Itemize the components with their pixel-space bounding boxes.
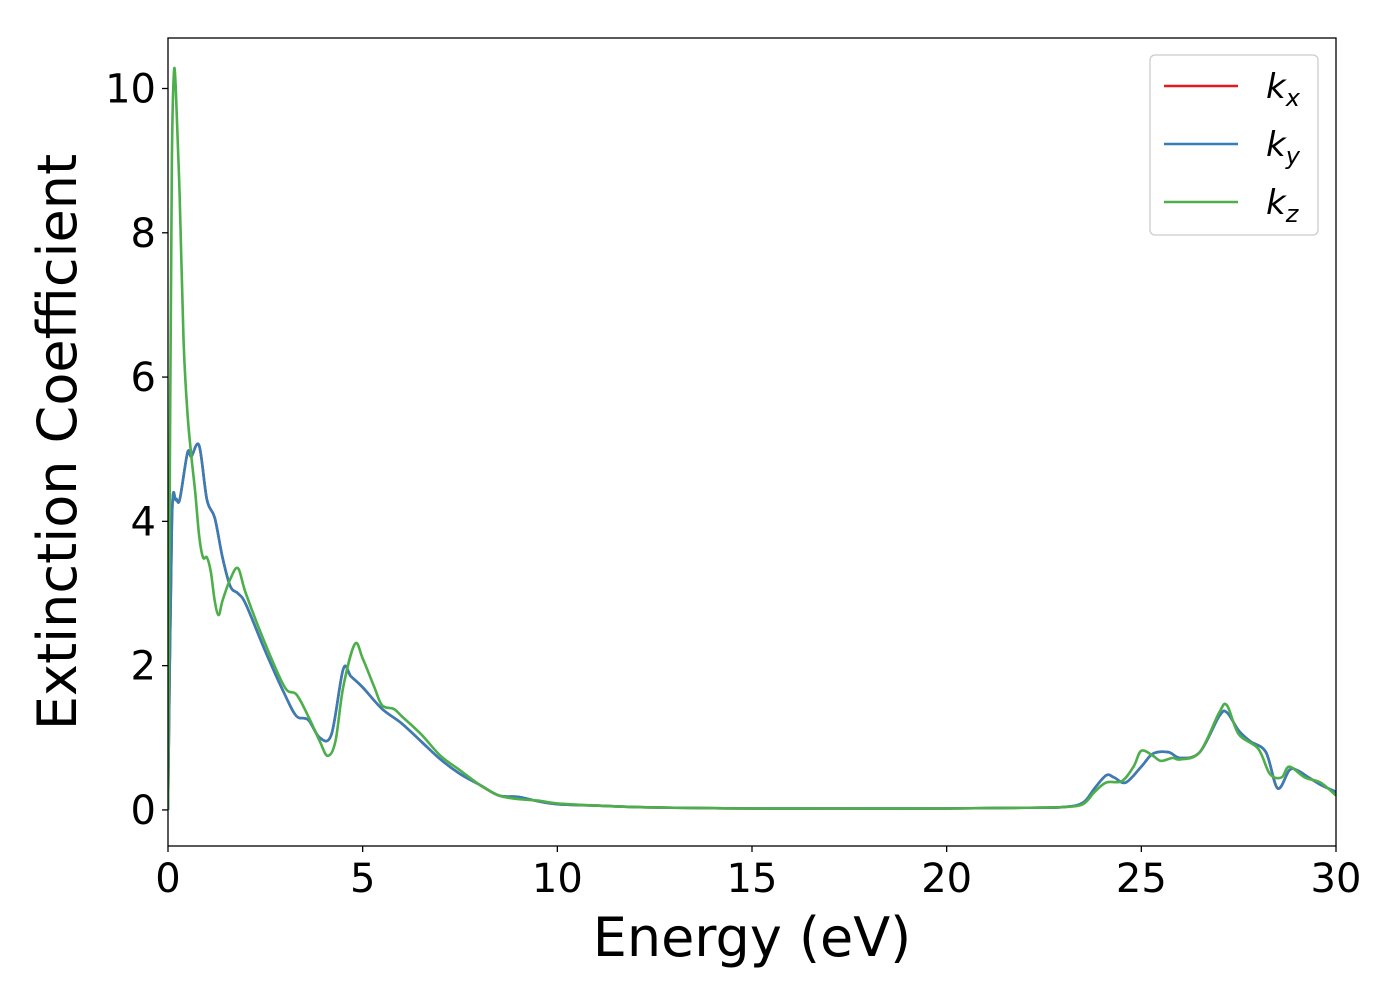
y-tick-label: 4: [131, 499, 156, 545]
x-tick-label: 0: [155, 856, 180, 902]
series-line-kx: [168, 442, 1336, 810]
x-tick-label: 10: [532, 856, 583, 902]
y-tick-label: 0: [131, 788, 156, 834]
x-tick-label: 25: [1116, 856, 1167, 902]
y-axis-title: Extinction Coefficient: [26, 154, 89, 730]
series-line-kz: [168, 66, 1336, 810]
y-axis: 0 2 4 6 8 10: [105, 67, 168, 834]
series-layer: [168, 66, 1336, 810]
y-tick-label: 10: [105, 67, 156, 113]
x-tick-label: 15: [727, 856, 778, 902]
x-tick-label: 30: [1311, 856, 1362, 902]
y-tick-label: 2: [131, 644, 156, 690]
y-tick-label: 6: [131, 355, 156, 401]
series-line-ky: [168, 442, 1336, 810]
x-tick-label: 5: [350, 856, 375, 902]
x-tick-label: 20: [921, 856, 972, 902]
x-axis: 0 5 10 15 20 25 30: [155, 846, 1361, 902]
x-axis-title: Energy (eV): [593, 906, 912, 969]
y-tick-label: 8: [131, 211, 156, 257]
